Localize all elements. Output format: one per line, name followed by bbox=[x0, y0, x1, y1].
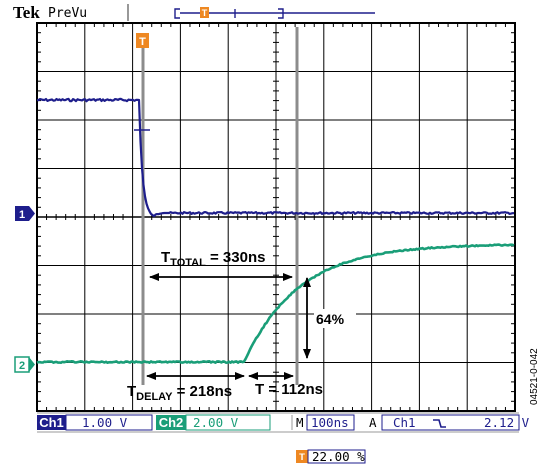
record-bracket-right bbox=[278, 8, 284, 19]
trigger-marker-box bbox=[136, 33, 149, 48]
ch1-scale: 1.00 V bbox=[82, 415, 128, 430]
acquisition-mode-label: PreVu bbox=[48, 6, 87, 21]
record-position-indicator[interactable]: T bbox=[174, 7, 375, 19]
time-cursors[interactable] bbox=[141, 27, 299, 385]
t-total-value: = 330ns bbox=[206, 249, 266, 266]
t-total-main: T bbox=[161, 249, 170, 266]
ch1-marker-box bbox=[15, 206, 29, 221]
trigger-position-readout[interactable]: T 22.00 % bbox=[296, 449, 366, 464]
falling-edge-icon bbox=[433, 419, 446, 428]
t-delay-label: TDELAY = 218ns bbox=[127, 383, 232, 403]
ch1-marker-arrow bbox=[29, 206, 35, 221]
timebase-m-label: M bbox=[296, 415, 304, 430]
brand-label: Tek bbox=[13, 3, 40, 22]
t-delay-main: T bbox=[127, 383, 136, 400]
status-bar: Ch1 1.00 V Ch2 2.00 V M 100ns A Ch1 2.12… bbox=[37, 412, 530, 433]
graticule bbox=[36, 22, 516, 412]
ch2-ground-marker[interactable]: 2 bbox=[14, 356, 35, 373]
trigger-readout[interactable]: A Ch1 2.12 V bbox=[369, 414, 530, 431]
header-trigger-letter: T bbox=[202, 8, 208, 18]
trigger-marker[interactable]: T bbox=[136, 33, 149, 48]
trigger-a-label: A bbox=[369, 415, 377, 430]
t-total-label: TTOTAL = 330ns bbox=[161, 249, 265, 269]
ch1-label-box bbox=[37, 415, 66, 430]
trigger-position-marker-box bbox=[296, 450, 308, 463]
header-bar: Tek PreVu T bbox=[13, 3, 375, 22]
timebase-readout[interactable]: M 100ns bbox=[291, 414, 355, 431]
t-delay-subscript: DELAY bbox=[136, 391, 173, 403]
pct-label-bg bbox=[314, 309, 356, 328]
record-bracket-left bbox=[174, 8, 180, 19]
grid-center-ticks bbox=[37, 23, 515, 411]
measurement-annotations: TTOTAL = 330ns 64% TDELAY = 218ns T = 11… bbox=[127, 249, 356, 403]
pct-label: 64% bbox=[316, 311, 345, 327]
ch2-scale-readout[interactable]: Ch2 2.00 V bbox=[156, 414, 271, 431]
trigger-position-marker: T bbox=[299, 452, 305, 463]
ch1-scale-readout[interactable]: Ch1 1.00 V bbox=[37, 414, 153, 431]
ch2-waveform bbox=[36, 243, 515, 365]
trigger-position-value: 22.00 % bbox=[312, 449, 365, 464]
ch1-marker-label: 1 bbox=[19, 209, 25, 221]
trigger-source: Ch1 bbox=[393, 415, 416, 430]
ch1-label: Ch1 bbox=[39, 415, 64, 430]
trigger-box bbox=[381, 414, 520, 431]
t-rise-label: T = 112ns bbox=[255, 381, 323, 398]
ch2-label: Ch2 bbox=[159, 415, 184, 430]
ch2-marker-arrow bbox=[29, 357, 35, 372]
header-trigger-box bbox=[200, 7, 209, 18]
ch1-scale-box bbox=[65, 414, 153, 431]
trigger-marker-letter: T bbox=[139, 36, 146, 48]
trigger-level: 2.12 V bbox=[484, 415, 530, 430]
header-trigger-marker: T bbox=[200, 7, 209, 18]
figure-id: 04521-0-042 bbox=[529, 348, 540, 405]
ch2-marker-label: 2 bbox=[19, 360, 25, 372]
grid-lines bbox=[37, 23, 515, 411]
t-delay-value: = 218ns bbox=[172, 383, 232, 400]
ch1-waveform bbox=[36, 97, 515, 218]
ch2-label-box bbox=[156, 415, 186, 430]
waveforms bbox=[36, 97, 515, 365]
timebase-box bbox=[306, 414, 355, 431]
t-total-subscript: TOTAL bbox=[170, 257, 206, 269]
ch2-scale: 2.00 V bbox=[193, 415, 239, 430]
ch1-ground-marker[interactable]: 1 bbox=[15, 206, 35, 221]
ch2-scale-box bbox=[185, 414, 271, 431]
timebase-value: 100ns bbox=[311, 415, 349, 430]
trigger-position-box bbox=[307, 449, 366, 464]
